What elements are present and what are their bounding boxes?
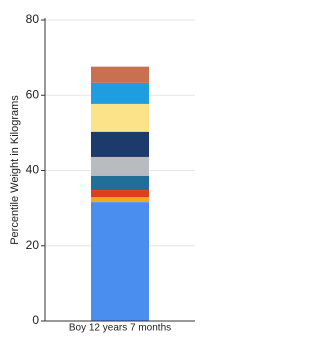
bar-segment [91,202,149,321]
y-axis-label: Percentile Weight in Kilograms [9,95,21,245]
bar-segment [91,190,149,198]
bar-segment [91,103,149,132]
bar-segment [91,131,149,157]
bar-segment [91,197,149,203]
bar-segment [91,156,149,176]
y-tick-label: 20 [26,238,40,252]
y-tick-label: 40 [26,163,40,177]
bar-segment [91,66,149,83]
y-tick-label: 60 [26,87,40,101]
y-tick-label: 80 [26,12,40,26]
y-tick-label: 0 [32,313,39,327]
bar-segment [91,82,149,104]
chart: Percentile Weight in Kilograms 0 20 40 60 80… [8,12,195,334]
bar-segment [91,175,149,191]
x-tick-label: Boy 12 years 7 months [69,323,171,334]
